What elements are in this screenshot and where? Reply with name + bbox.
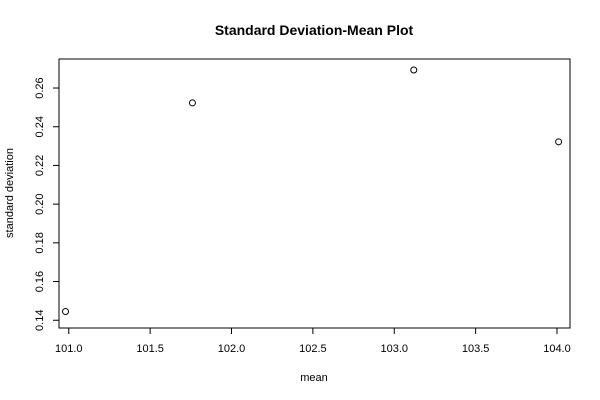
y-tick-label: 0.22 xyxy=(34,155,46,176)
data-point xyxy=(555,138,563,146)
data-points xyxy=(62,66,563,316)
y-tick-label: 0.24 xyxy=(34,116,46,137)
x-tick-label: 102.5 xyxy=(299,343,327,355)
data-point xyxy=(62,308,70,316)
y-tick-label: 0.26 xyxy=(34,77,46,98)
x-axis: 101.0 101.5 102.0 102.5 103.0 103.5 104.0 xyxy=(55,328,571,355)
x-tick-label: 101.5 xyxy=(136,343,164,355)
y-tick-label: 0.20 xyxy=(34,193,46,214)
plot-frame xyxy=(58,58,571,329)
x-tick-label: 102.0 xyxy=(218,343,246,355)
y-axis-label: standard deviation xyxy=(4,148,16,238)
x-tick-label: 103.5 xyxy=(462,343,490,355)
x-tick-label: 101.0 xyxy=(55,343,83,355)
x-tick-label: 104.0 xyxy=(543,343,571,355)
data-point xyxy=(410,66,418,74)
y-tick-label: 0.16 xyxy=(34,271,46,292)
x-axis-label: mean xyxy=(300,372,328,384)
y-tick-label: 0.18 xyxy=(34,232,46,253)
chart-title: Standard Deviation-Mean Plot xyxy=(215,22,414,38)
data-point xyxy=(188,99,196,107)
y-tick-label: 0.14 xyxy=(34,310,46,331)
x-tick-label: 103.0 xyxy=(380,343,408,355)
y-axis: 0.14 0.16 0.18 0.20 0.22 0.24 0.26 xyxy=(34,77,59,331)
